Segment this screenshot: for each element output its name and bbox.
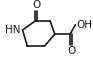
Text: O: O xyxy=(67,46,75,56)
Text: HN: HN xyxy=(5,25,21,35)
Text: OH: OH xyxy=(77,20,93,30)
Text: O: O xyxy=(32,0,40,10)
